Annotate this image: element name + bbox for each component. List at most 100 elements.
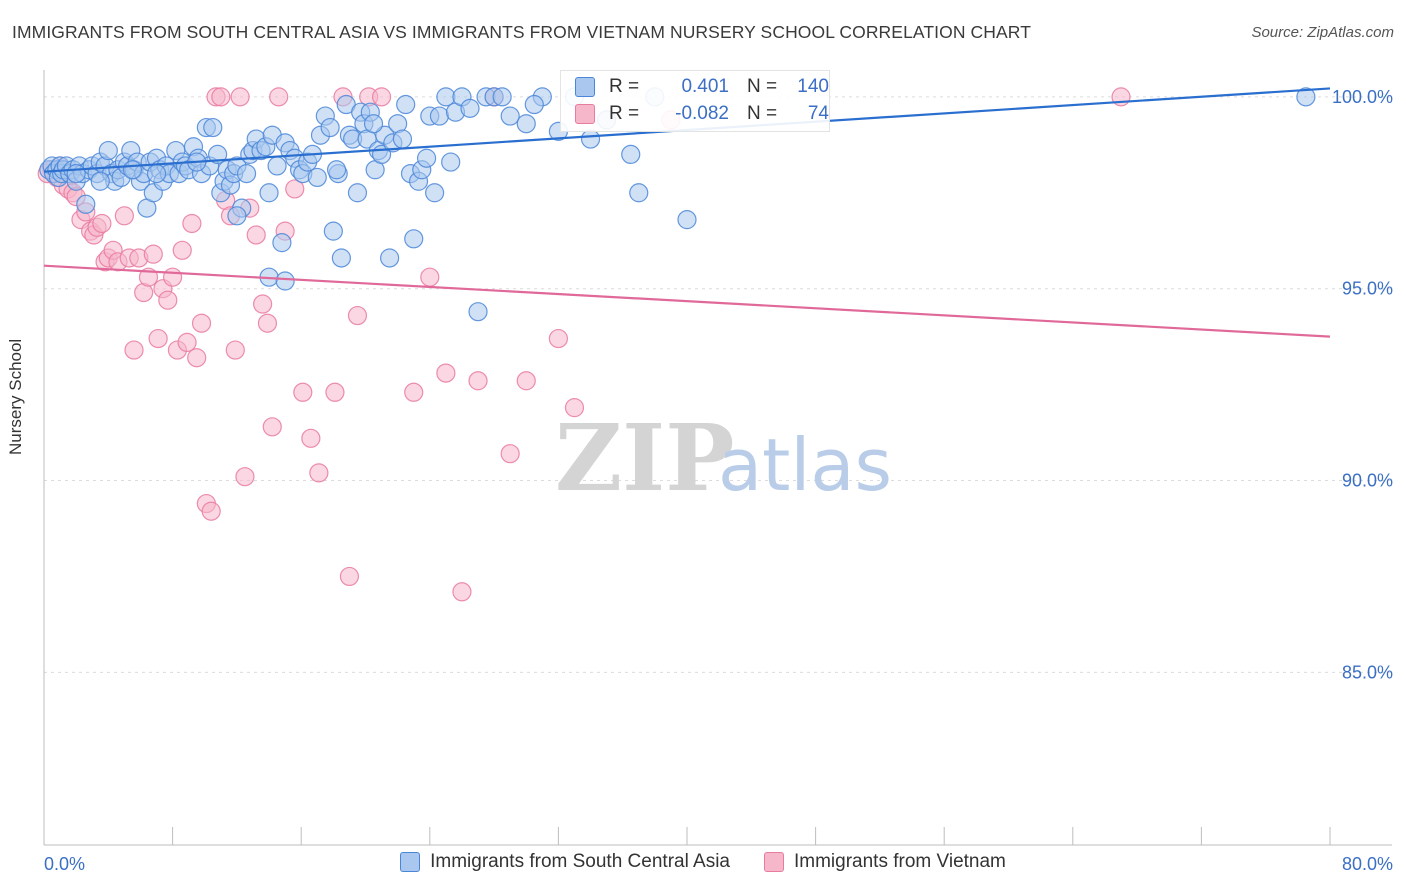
point-vietnam — [516, 371, 536, 391]
legend-swatch-pink — [764, 852, 784, 872]
point-vietnam — [201, 501, 221, 521]
x-tick-label-max: 80.0% — [1342, 854, 1393, 874]
point-south-central-asia — [236, 163, 257, 184]
stats-r-label-pink: R = — [609, 103, 640, 124]
stats-box: R = 0.401 N = 140 R = -0.082 N = 74 — [560, 70, 830, 132]
point-south-central-asia — [468, 302, 488, 322]
point-south-central-asia — [441, 152, 461, 172]
point-vietnam — [235, 467, 255, 487]
stats-r-value-blue: 0.401 — [681, 76, 729, 97]
legend-label-vietnam: Immigrants from Vietnam — [794, 851, 1006, 872]
point-south-central-asia — [629, 183, 649, 203]
point-vietnam — [325, 382, 345, 402]
point-south-central-asia — [500, 106, 520, 126]
point-south-central-asia — [429, 106, 450, 126]
point-south-central-asia — [76, 194, 96, 214]
point-south-central-asia — [307, 167, 327, 188]
trend-line-vietnam — [43, 264, 1331, 338]
watermark-atlas: atlas — [718, 423, 892, 507]
point-vietnam — [211, 87, 231, 107]
point-vietnam — [309, 463, 329, 483]
point-south-central-asia — [146, 163, 167, 184]
stats-swatch-pink — [575, 104, 595, 124]
point-vietnam — [468, 371, 488, 391]
point-vietnam — [564, 398, 585, 418]
point-south-central-asia — [425, 183, 445, 203]
stats-row-blue: R = 0.401 N = 140 — [575, 74, 829, 100]
point-vietnam — [436, 363, 456, 383]
point-south-central-asia — [331, 248, 351, 268]
y-axis-label: Nursery School — [6, 338, 25, 455]
y-tick-label: 85.0% — [1342, 662, 1393, 682]
chart-title: IMMIGRANTS FROM SOUTH CENTRAL ASIA VS IM… — [12, 22, 1031, 42]
point-south-central-asia — [580, 129, 601, 149]
stats-n-value-pink: 74 — [807, 103, 829, 124]
point-vietnam — [92, 213, 112, 234]
y-tick-label: 95.0% — [1342, 279, 1393, 299]
stats-n-value-blue: 140 — [797, 76, 829, 97]
source-label: Source: ZipAtlas.com — [1251, 24, 1394, 41]
point-south-central-asia — [208, 144, 228, 165]
x-tick-labels: 0.0% 80.0% — [44, 854, 1393, 874]
point-south-central-asia — [677, 210, 697, 230]
point-south-central-asia — [363, 114, 384, 134]
point-south-central-asia — [323, 221, 343, 241]
point-south-central-asia — [98, 140, 118, 161]
legend-item-south-central-asia: Immigrants from South Central Asia — [400, 851, 730, 873]
point-vietnam — [124, 340, 144, 360]
point-south-central-asia — [203, 117, 223, 138]
point-south-central-asia — [492, 87, 512, 107]
point-south-central-asia — [272, 233, 292, 253]
stats-r-value-pink: -0.082 — [675, 103, 729, 124]
point-vietnam — [177, 332, 197, 353]
point-vietnam — [548, 328, 569, 349]
stats-swatch-blue — [575, 77, 595, 97]
point-south-central-asia — [516, 114, 536, 134]
point-south-central-asia — [396, 94, 416, 115]
point-vietnam — [187, 348, 207, 368]
point-vietnam — [172, 240, 192, 260]
legend-label-south-central-asia: Immigrants from South Central Asia — [430, 851, 730, 872]
point-vietnam — [257, 313, 278, 333]
point-south-central-asia — [347, 183, 368, 203]
point-vietnam — [143, 244, 163, 264]
point-vietnam — [230, 87, 250, 107]
point-vietnam — [452, 582, 472, 602]
point-south-central-asia — [524, 94, 544, 115]
point-south-central-asia — [460, 98, 480, 118]
y-tick-label: 100.0% — [1332, 87, 1393, 107]
point-south-central-asia — [275, 271, 295, 291]
point-south-central-asia — [267, 156, 287, 176]
point-south-central-asia — [380, 248, 400, 268]
legend-item-vietnam: Immigrants from Vietnam — [764, 851, 1006, 873]
point-vietnam — [246, 225, 266, 245]
point-south-central-asia — [621, 144, 641, 165]
watermark-zip: ZIP — [555, 404, 734, 512]
point-south-central-asia — [416, 148, 437, 168]
axes — [43, 70, 1392, 846]
legend: Immigrants from South Central Asia Immig… — [0, 851, 1406, 873]
point-south-central-asia — [392, 129, 413, 149]
point-south-central-asia — [404, 229, 424, 249]
point-south-central-asia — [436, 87, 456, 107]
legend-swatch-blue — [400, 852, 421, 872]
point-vietnam — [269, 87, 289, 107]
stats-r-label-blue: R = — [609, 76, 640, 97]
point-south-central-asia — [66, 163, 86, 184]
point-south-central-asia — [259, 183, 279, 203]
stats-n-label-blue: N = — [747, 76, 778, 97]
stats-row-pink: R = -0.082 N = 74 — [575, 101, 829, 127]
point-vietnam — [191, 313, 212, 333]
point-vietnam — [225, 340, 245, 360]
point-south-central-asia — [1296, 87, 1316, 107]
point-vietnam — [339, 566, 360, 587]
point-vietnam — [253, 294, 273, 314]
point-vietnam — [347, 305, 368, 326]
x-tick-label-min: 0.0% — [44, 854, 85, 874]
point-south-central-asia — [320, 117, 340, 138]
point-south-central-asia — [326, 160, 347, 180]
point-vietnam — [293, 382, 313, 402]
stats-n-label-pink: N = — [747, 103, 778, 124]
point-vietnam — [371, 87, 392, 107]
